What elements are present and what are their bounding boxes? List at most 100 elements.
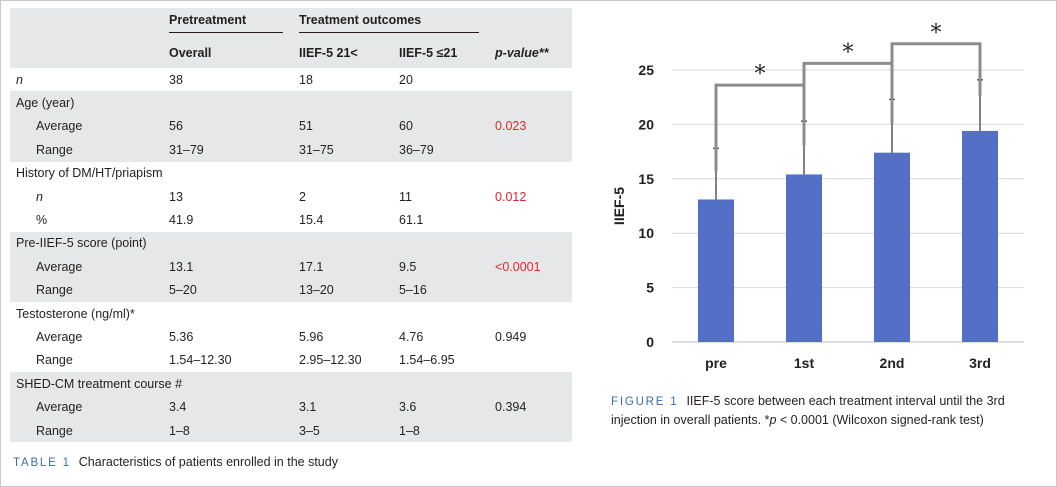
y-tick-label: 25: [638, 62, 654, 78]
cell-pvalue: [489, 418, 573, 443]
table-row: Average 5.36 5.96 4.76 0.949: [10, 325, 572, 348]
table-row: Average 3.4 3.1 3.6 0.394: [10, 395, 573, 419]
significance-bracket: [890, 42, 982, 124]
cell-iief-gt: 5.96: [299, 329, 324, 344]
characteristics-table: Pretreatment Treatment outcomes Overall …: [10, 8, 573, 443]
cell-iief-le: [393, 372, 490, 396]
table-caption-label: TABLE 1: [13, 457, 71, 469]
cell-overall: 5–20: [163, 278, 293, 302]
row-label: Range: [10, 418, 163, 443]
header-pretreatment: Pretreatment: [169, 13, 283, 33]
cell-iief-le: 9.5: [393, 255, 490, 279]
cell-iief-gt: 15.4: [299, 213, 324, 228]
bar: [786, 174, 822, 342]
cell-overall: [163, 231, 293, 256]
cell-iief-le: 1–8: [393, 418, 490, 443]
cell-iief-gt: [293, 91, 393, 115]
cell-iief-le: 60: [393, 114, 490, 139]
cell-iief-gt: 51: [293, 114, 393, 139]
cell-iief-gt: [293, 302, 393, 325]
table-row: n 38 18 20: [10, 68, 572, 91]
table-caption: TABLE 1 Characteristics of patients enrol…: [13, 455, 338, 469]
table-header-row-2: Overall IIEF-5 21< IIEF-5 ≤21 p-value**: [10, 38, 573, 68]
significance-star: *: [931, 21, 942, 46]
table-row: Range 5–20 13–20 5–16: [10, 278, 573, 302]
cell-overall: [163, 302, 293, 325]
figure-caption-p: p: [769, 413, 777, 427]
table-row: n 13 2 11 0.012: [10, 185, 572, 208]
bar: [698, 199, 734, 342]
figure-caption: FIGURE 1 IIEF-5 score between each treatm…: [611, 392, 1031, 429]
y-tick-label: 20: [638, 116, 654, 132]
row-label: Range: [10, 278, 163, 302]
cell-pvalue: 0.394: [489, 395, 573, 419]
row-label: Average: [10, 395, 163, 419]
table-row: Average 13.1 17.1 9.5 <0.0001: [10, 255, 573, 279]
cell-iief-le: 36–79: [393, 138, 490, 162]
cell-overall: 5.36: [169, 329, 194, 344]
cell-overall: [163, 162, 293, 185]
header-overall: Overall: [163, 38, 293, 68]
cell-pvalue: [489, 302, 572, 325]
cell-overall: 1–8: [163, 418, 293, 443]
cell-pvalue: [489, 138, 573, 162]
row-label: Average: [36, 329, 83, 344]
cell-pvalue: [489, 162, 572, 185]
cell-iief-le: 3.6: [393, 395, 490, 419]
cell-pvalue: <0.0001: [489, 255, 573, 279]
cell-overall: 3.4: [163, 395, 293, 419]
cell-pvalue: 0.949: [495, 329, 527, 344]
cell-overall: 13.1: [163, 255, 293, 279]
cell-pvalue: [489, 91, 573, 115]
row-label: Range: [10, 138, 163, 162]
cell-pvalue: [489, 231, 573, 256]
cell-iief-gt: 2.95–12.30: [299, 353, 362, 368]
table-row: Testosterone (ng/ml)*: [10, 302, 572, 325]
cell-iief-le: 20: [399, 72, 413, 87]
cell-overall: 13: [169, 189, 183, 204]
cell-iief-gt: 3–5: [293, 418, 393, 443]
table-row: Age (year): [10, 91, 573, 115]
table-caption-text: Characteristics of patients enrolled in …: [78, 455, 338, 469]
y-tick-label: 0: [646, 334, 654, 350]
cell-iief-le: [393, 302, 489, 325]
row-label: Testosterone (ng/ml)*: [16, 306, 135, 321]
cell-iief-le: [393, 162, 489, 185]
cell-iief-gt: [293, 231, 393, 256]
significance-bracket: [714, 83, 806, 172]
row-label: Range: [36, 353, 73, 368]
cell-iief-le: 61.1: [399, 213, 424, 228]
table-row: Range 31–79 31–75 36–79: [10, 138, 573, 162]
cell-iief-gt: 18: [299, 72, 313, 87]
table-row: Range 1–8 3–5 1–8: [10, 418, 573, 443]
y-axis-title: IIEF-5: [611, 187, 627, 225]
cell-overall: 31–79: [163, 138, 293, 162]
cell-pvalue: [489, 349, 572, 372]
row-label: Age (year): [10, 91, 163, 115]
y-tick-label: 15: [638, 171, 654, 187]
cell-pvalue: [489, 68, 572, 91]
cell-iief-le: [393, 231, 490, 256]
y-tick-label: 5: [646, 280, 654, 296]
cell-iief-gt: 13–20: [293, 278, 393, 302]
cell-overall: 38: [169, 72, 183, 87]
bar: [874, 152, 910, 342]
iief5-bar-chart: 0 5 10 15 20 25 IIEF-5 pre 1st 2nd 3rd * * *: [604, 10, 1044, 390]
bar: [962, 130, 998, 342]
table-header-row-1: Pretreatment Treatment outcomes: [10, 8, 573, 38]
y-tick-label: 10: [638, 225, 654, 241]
x-tick-label: 3rd: [969, 355, 991, 371]
cell-iief-le: 1.54–6.95: [399, 353, 455, 368]
cell-overall: [163, 91, 293, 115]
table-row: SHED-CM treatment course #: [10, 372, 573, 396]
cell-iief-gt: [293, 162, 393, 185]
table-row: History of DM/HT/priapism: [10, 162, 572, 185]
cell-iief-gt: 17.1: [293, 255, 393, 279]
x-tick-label: pre: [705, 355, 727, 371]
row-label: n: [36, 189, 43, 204]
cell-overall: 41.9: [169, 213, 194, 228]
row-label: Average: [10, 255, 163, 279]
header-iief-gt: IIEF-5 21<: [293, 38, 393, 68]
cell-iief-le: [393, 91, 490, 115]
cell-iief-gt: [293, 372, 393, 396]
